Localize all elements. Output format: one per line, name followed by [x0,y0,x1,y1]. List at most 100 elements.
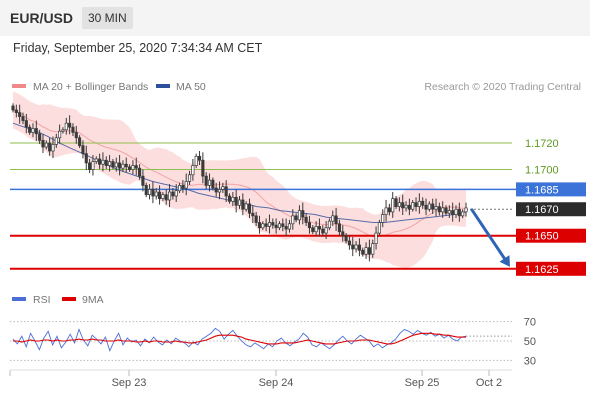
level-label-1-1670: 1.1670 [525,204,559,216]
candle-body [81,145,85,154]
rsi-tick-50: 50 [524,336,536,348]
candle-body [41,140,45,148]
timeframe-button[interactable]: 30 MIN [82,7,133,29]
candle-body [284,226,288,230]
candle-body [351,244,355,250]
credit-text: Research © 2020 Trading Central [424,81,581,93]
candle-body [71,126,75,133]
level-tag-1-1625 [516,261,586,276]
x-tick-label-1: Sep 24 [259,377,294,389]
candle-body [104,159,108,166]
candle-body [48,142,52,152]
candle-body [211,179,215,189]
candle-body [224,186,228,197]
candle-body [261,223,265,229]
forecast-arrow-head [499,255,510,267]
legend-label-ma20: MA 20 + Bollinger Bands [33,81,148,93]
candle-body [177,185,182,192]
candle-body [271,222,275,226]
candle-body [367,247,371,255]
candle-body [457,208,461,217]
candle-body [154,191,158,197]
candle-body [307,222,311,229]
legend-label-rsi: RSI [33,294,51,306]
candle-body [281,223,285,227]
candle-body [51,144,55,152]
candle-body [171,191,175,197]
candle-body [341,231,345,237]
forecast-arrow-shaft [470,208,506,260]
candle-body [267,222,272,227]
forecast-arrow [470,208,510,267]
candle-body [148,189,152,196]
candle-body [184,181,188,189]
candle-body [227,195,232,202]
candle-body [287,223,292,230]
rsi-series-9ma [13,332,466,345]
x-tick-label-2: Sep 25 [405,377,440,389]
candle-body [414,202,418,207]
candle-body [391,198,395,213]
x-tick-label-0: Sep 23 [112,377,147,389]
candle-body [91,161,95,170]
legend-swatch-ma50 [156,84,170,88]
candle-body [381,214,385,223]
rsi-series-rsi [12,327,467,352]
candle-body [114,162,118,168]
candle-body [38,133,42,141]
candles [11,103,468,262]
candle-body [207,179,212,186]
candle-body [124,163,128,168]
candle-body [397,202,401,207]
candle-body [138,167,142,177]
candle-body [241,199,245,210]
candle-body [134,165,138,169]
x-axis: Sep 23 Sep 24 Sep 25 Oct 2 [9,369,512,389]
candle-body [401,202,405,209]
candle-body [204,175,208,186]
candle-body [121,163,125,169]
candle-body [254,215,258,223]
candle-body [384,207,388,215]
candle-body [158,191,162,199]
rsi-tick-70: 70 [524,317,536,329]
candle-body [247,203,252,214]
candle-body [174,190,178,197]
rsi-tick-30: 30 [524,355,536,367]
candle-body [244,203,248,210]
candle-body [347,240,351,246]
candle-body [434,206,438,210]
level-label-1-1720: 1.1720 [525,138,559,150]
candle-body [334,215,338,225]
candle-body [324,227,328,234]
candle-body [14,109,18,113]
level-tag-1-1670 [516,202,586,217]
candle-body [111,161,115,168]
level-labels: 1.1720 1.1700 1.1685 1.1670 1.1650 1.1625 [516,138,586,276]
candle-body [191,165,195,176]
candle-body [377,222,381,234]
symbol-label: EUR/USD [10,10,74,26]
candle-body [387,207,391,213]
candle-body [454,208,458,215]
candle-body [314,226,318,233]
candle-body [364,247,368,255]
candle-body [411,202,415,210]
candle-body [168,191,172,201]
level-tag-1-1650 [516,228,586,243]
candle-body [361,249,365,255]
candle-body [141,175,145,186]
candle-body [161,194,165,199]
candle-body [327,220,331,229]
candle-body [54,137,58,145]
candle-body [407,204,411,210]
rsi-legend: RSI 9MA [12,294,104,306]
candle-body [441,207,445,213]
candle-body [24,120,28,128]
candle-body [58,130,62,139]
candle-body [374,232,378,244]
candle-body [28,126,32,133]
candle-body [118,162,122,169]
level-label-1-1700: 1.1700 [525,165,559,177]
